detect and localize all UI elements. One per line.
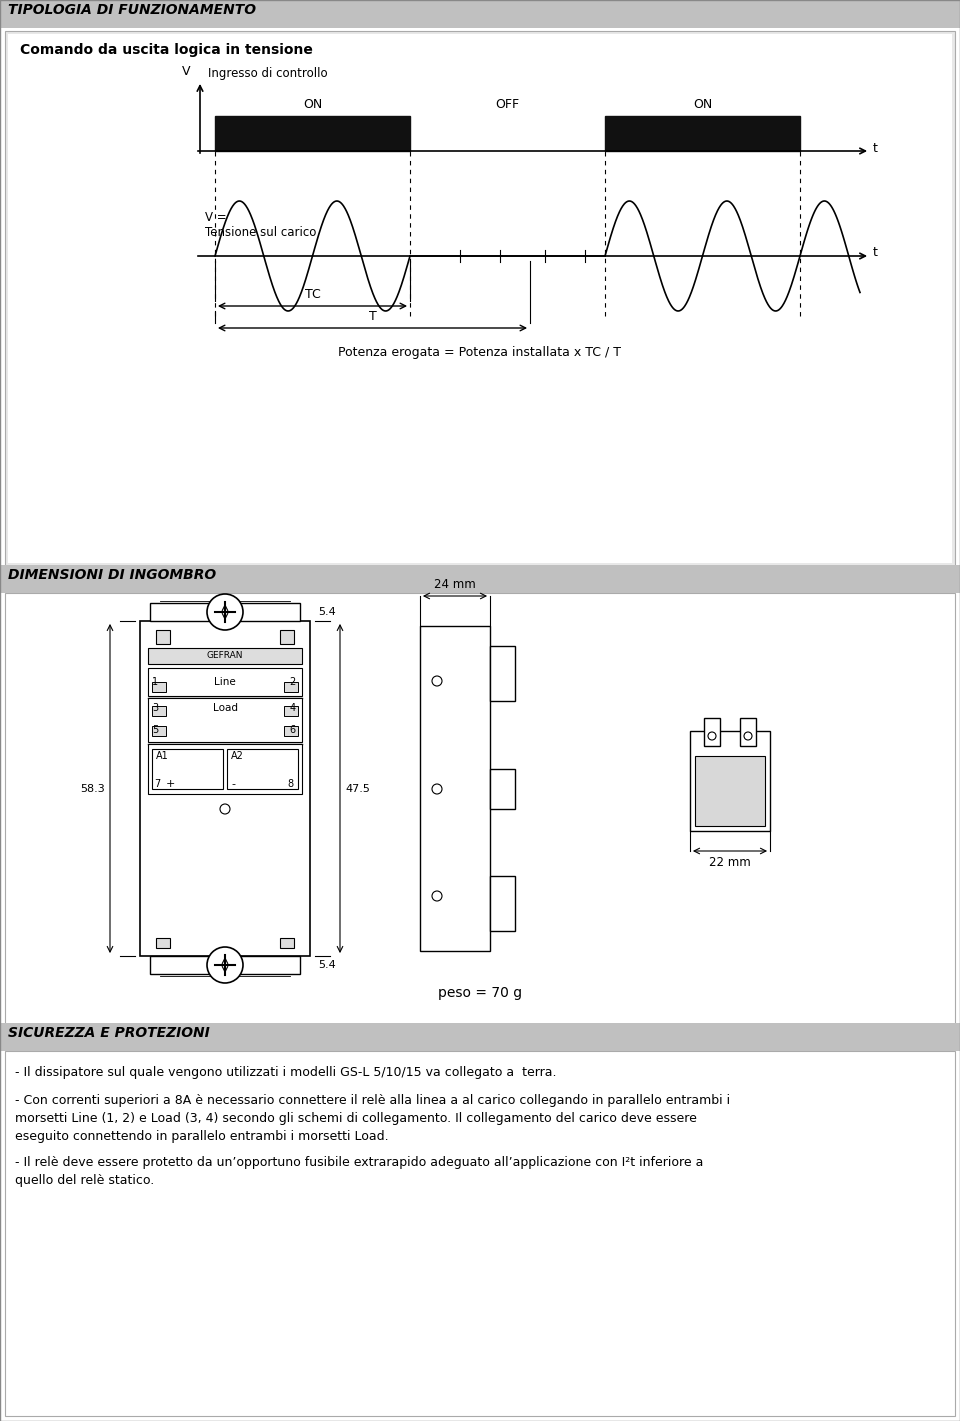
- Text: Load: Load: [212, 703, 237, 713]
- Bar: [227, 749, 298, 789]
- Text: peso = 70 g: peso = 70 g: [438, 986, 522, 1000]
- Text: SICUREZZA E PROTEZIONI: SICUREZZA E PROTEZIONI: [8, 1026, 209, 1040]
- Text: 7: 7: [154, 779, 160, 789]
- Text: Potenza erogata = Potenza installata x TC / T: Potenza erogata = Potenza installata x T…: [339, 345, 621, 360]
- Text: 58.3: 58.3: [81, 784, 105, 794]
- Bar: [148, 745, 302, 794]
- Bar: [0, 566, 960, 593]
- Text: 6: 6: [290, 725, 296, 735]
- Text: 2: 2: [290, 676, 296, 686]
- Text: GEFRAN: GEFRAN: [206, 651, 243, 661]
- Text: quello del relè statico.: quello del relè statico.: [15, 1174, 155, 1187]
- Bar: [156, 938, 170, 948]
- Circle shape: [708, 732, 716, 740]
- Bar: [148, 668, 302, 696]
- Bar: [150, 603, 300, 621]
- Bar: [5, 31, 955, 566]
- Text: 1: 1: [152, 676, 158, 686]
- Text: 22 mm: 22 mm: [709, 855, 751, 870]
- Bar: [695, 756, 765, 826]
- Text: ON: ON: [302, 98, 323, 111]
- Bar: [140, 621, 310, 956]
- Text: 5.4: 5.4: [318, 607, 336, 617]
- Bar: [0, 0, 960, 28]
- Bar: [284, 726, 298, 736]
- Circle shape: [432, 891, 442, 901]
- Bar: [152, 726, 166, 736]
- Bar: [280, 630, 294, 644]
- Circle shape: [207, 946, 243, 983]
- Bar: [152, 749, 223, 789]
- Text: - Il relè deve essere protetto da un’opportuno fusibile extrarapido adeguato all: - Il relè deve essere protetto da un’opp…: [15, 1157, 704, 1169]
- Bar: [150, 956, 300, 973]
- Text: TIPOLOGIA DI FUNZIONAMENTO: TIPOLOGIA DI FUNZIONAMENTO: [8, 3, 256, 17]
- Text: V =
Tensione sul carico: V = Tensione sul carico: [205, 210, 317, 239]
- Bar: [490, 875, 515, 931]
- Bar: [490, 647, 515, 701]
- Bar: [704, 718, 720, 746]
- Bar: [148, 648, 302, 664]
- Text: DIMENSIONI DI INGOMBRO: DIMENSIONI DI INGOMBRO: [8, 568, 216, 583]
- Text: V: V: [181, 65, 190, 78]
- Text: A1: A1: [156, 752, 169, 762]
- Text: T: T: [369, 310, 376, 323]
- Bar: [152, 706, 166, 716]
- Text: A2: A2: [231, 752, 244, 762]
- Bar: [5, 593, 955, 1026]
- Text: - Con correnti superiori a 8A è necessario connettere il relè alla linea a al ca: - Con correnti superiori a 8A è necessar…: [15, 1094, 731, 1107]
- Circle shape: [220, 804, 230, 814]
- Circle shape: [432, 784, 442, 794]
- Bar: [740, 718, 756, 746]
- Bar: [284, 706, 298, 716]
- Bar: [215, 117, 410, 151]
- Text: 24 mm: 24 mm: [434, 578, 476, 591]
- Text: 8: 8: [288, 779, 294, 789]
- Text: ON: ON: [693, 98, 712, 111]
- Text: TC: TC: [304, 288, 321, 301]
- Circle shape: [744, 732, 752, 740]
- Text: 5.4: 5.4: [318, 961, 336, 971]
- Text: -: -: [231, 779, 235, 789]
- Text: +: +: [166, 779, 176, 789]
- Text: Comando da uscita logica in tensione: Comando da uscita logica in tensione: [20, 43, 313, 57]
- Text: 5: 5: [152, 725, 158, 735]
- Text: t: t: [873, 246, 877, 260]
- Bar: [152, 682, 166, 692]
- Bar: [156, 630, 170, 644]
- Text: OFF: OFF: [495, 98, 519, 111]
- Bar: [0, 1023, 960, 1052]
- Text: Line: Line: [214, 676, 236, 686]
- Bar: [420, 627, 490, 951]
- Text: 3: 3: [152, 703, 158, 713]
- Text: morsetti Line (1, 2) e Load (3, 4) secondo gli schemi di collegamento. Il colleg: morsetti Line (1, 2) e Load (3, 4) secon…: [15, 1113, 697, 1125]
- Bar: [690, 730, 770, 831]
- Text: 47.5: 47.5: [345, 784, 370, 794]
- Text: 4: 4: [290, 703, 296, 713]
- Circle shape: [207, 594, 243, 630]
- Bar: [284, 682, 298, 692]
- Text: t: t: [873, 142, 877, 155]
- Text: eseguito connettendo in parallelo entrambi i morsetti Load.: eseguito connettendo in parallelo entram…: [15, 1130, 389, 1142]
- Bar: [8, 34, 952, 563]
- Bar: [605, 117, 800, 151]
- Bar: [148, 698, 302, 742]
- Bar: [490, 769, 515, 809]
- Circle shape: [432, 676, 442, 686]
- Bar: [280, 938, 294, 948]
- Text: - Il dissipatore sul quale vengono utilizzati i modelli GS-L 5/10/15 va collegat: - Il dissipatore sul quale vengono utili…: [15, 1066, 557, 1079]
- Bar: [5, 1052, 955, 1415]
- Text: Ingresso di controllo: Ingresso di controllo: [208, 67, 327, 80]
